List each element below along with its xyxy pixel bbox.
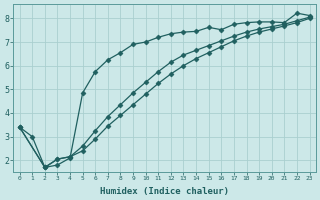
X-axis label: Humidex (Indice chaleur): Humidex (Indice chaleur) [100,187,229,196]
